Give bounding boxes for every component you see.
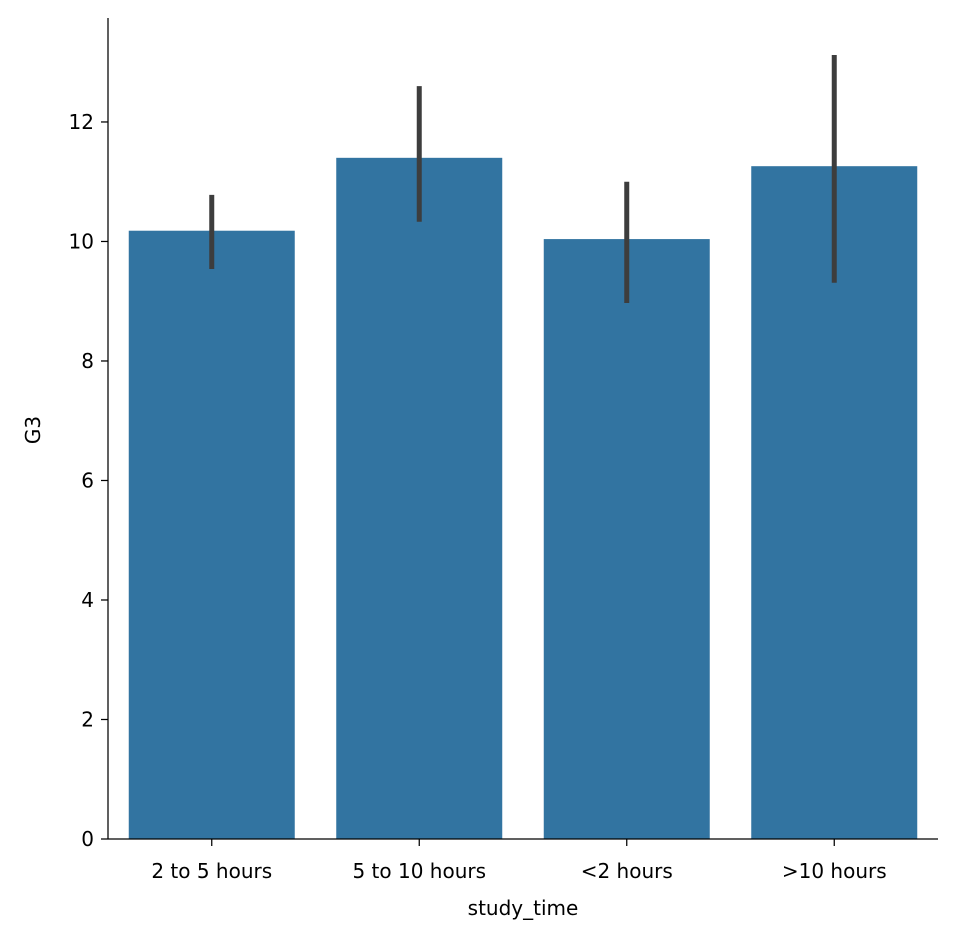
y-ticks-group: 0 2 4 6 8 10 12 xyxy=(69,110,108,851)
bar xyxy=(336,157,503,840)
x-tick-label: 5 to 10 hours xyxy=(352,859,486,883)
y-axis-label: G3 xyxy=(21,416,45,444)
y-tick-label: 6 xyxy=(81,468,94,492)
x-ticks-group: 2 to 5 hours 5 to 10 hours <2 hours >10 hou… xyxy=(151,839,887,883)
y-tick-label: 8 xyxy=(81,349,94,373)
y-tick-label: 4 xyxy=(81,588,94,612)
y-tick-label: 0 xyxy=(81,827,94,851)
y-tick-label: 2 xyxy=(81,707,94,731)
x-tick-label: >10 hours xyxy=(782,859,887,883)
bar xyxy=(128,230,295,840)
bar xyxy=(543,239,710,840)
x-tick-label: <2 hours xyxy=(581,859,673,883)
x-tick-label: 2 to 5 hours xyxy=(151,859,272,883)
x-axis-label: study_time xyxy=(468,896,579,920)
error-bars-group xyxy=(209,55,837,304)
bars-group xyxy=(128,157,918,840)
y-tick-label: 10 xyxy=(69,229,94,253)
y-tick-label: 12 xyxy=(69,110,94,134)
